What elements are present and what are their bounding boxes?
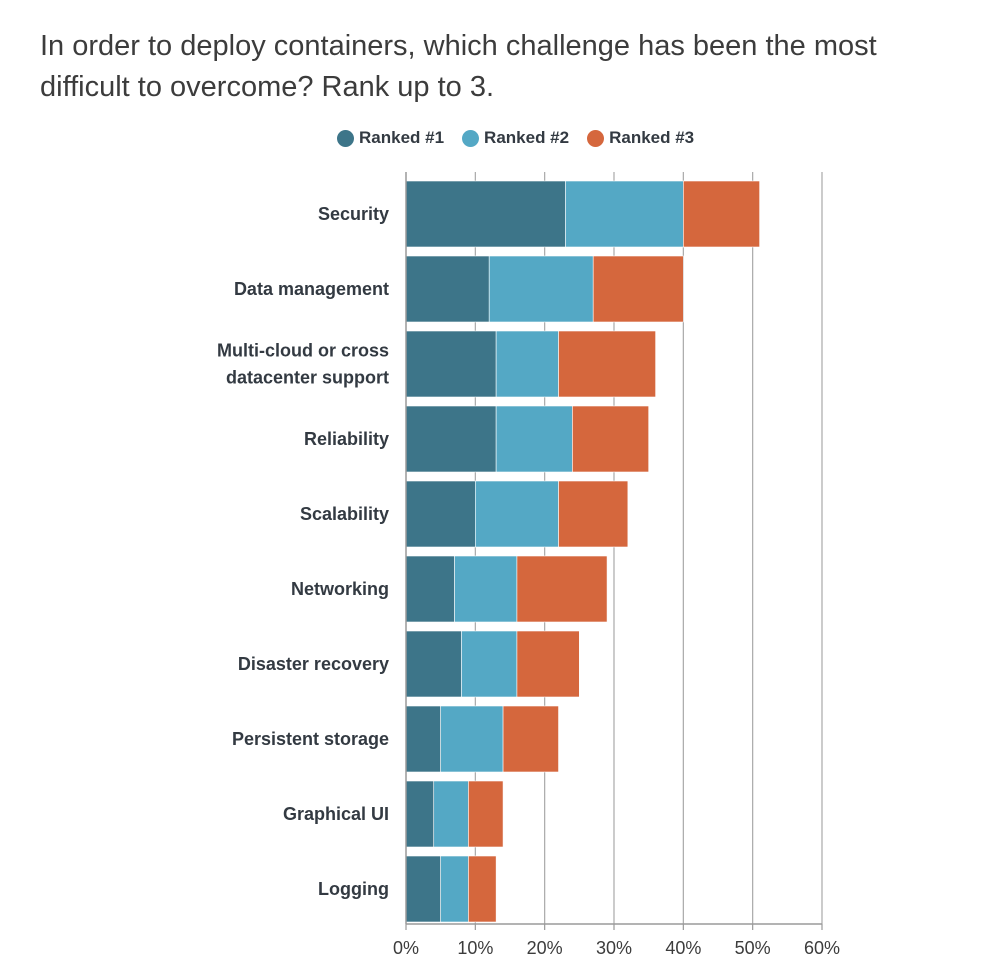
legend-label-ranked-3: Ranked #3 bbox=[609, 128, 695, 147]
category-label: Graphical UI bbox=[283, 804, 389, 824]
category-label: Networking bbox=[291, 579, 389, 599]
bar-segment-ranked-1 bbox=[405, 180, 566, 248]
bar-segment-ranked-2 bbox=[565, 180, 684, 248]
bar-segment-ranked-1 bbox=[405, 480, 476, 548]
legend-item-ranked-1: Ranked #1 bbox=[337, 128, 444, 148]
bar-segment-ranked-3 bbox=[468, 780, 504, 848]
category-label: Scalability bbox=[300, 504, 389, 524]
bar-segment-ranked-2 bbox=[433, 780, 469, 848]
category-label: Persistent storage bbox=[232, 729, 389, 749]
legend-swatch-ranked-3 bbox=[587, 129, 605, 147]
legend-label-ranked-1: Ranked #1 bbox=[359, 128, 445, 147]
category-label: Data management bbox=[234, 279, 389, 299]
x-tick-label: 60% bbox=[804, 938, 840, 958]
legend-item-ranked-2: Ranked #2 bbox=[462, 128, 569, 148]
bar-segment-ranked-2 bbox=[454, 555, 518, 623]
legend-swatch-ranked-1 bbox=[337, 129, 354, 147]
category-label: Multi-cloud or cross datacenter support bbox=[217, 341, 389, 388]
bar-segment-ranked-3 bbox=[502, 705, 559, 773]
category-label: Security bbox=[318, 204, 389, 224]
bar-segment-ranked-3 bbox=[468, 855, 497, 923]
category-label: Logging bbox=[318, 879, 389, 899]
bar-segment-ranked-1 bbox=[405, 405, 497, 473]
x-tick-label: 40% bbox=[665, 938, 701, 958]
bar-segment-ranked-2 bbox=[475, 480, 559, 548]
bar-segment-ranked-2 bbox=[461, 630, 518, 698]
legend-item-ranked-3: Ranked #3 bbox=[587, 128, 694, 148]
bar-segment-ranked-3 bbox=[683, 180, 760, 248]
bar-segment-ranked-3 bbox=[516, 555, 608, 623]
bar-segment-ranked-3 bbox=[592, 255, 684, 323]
legend-swatch-ranked-2 bbox=[462, 129, 480, 147]
bar-segment-ranked-1 bbox=[405, 705, 441, 773]
bar-segment-ranked-3 bbox=[558, 480, 629, 548]
bar-segment-ranked-3 bbox=[516, 630, 580, 698]
chart-legend: Ranked #1 Ranked #2 Ranked #3 bbox=[337, 128, 712, 148]
category-label: Disaster recovery bbox=[238, 654, 389, 674]
bar-segment-ranked-3 bbox=[558, 330, 656, 398]
bar-segment-ranked-1 bbox=[405, 330, 497, 398]
bar-segment-ranked-1 bbox=[405, 255, 490, 323]
bar-segment-ranked-1 bbox=[405, 855, 441, 923]
x-tick-label: 30% bbox=[596, 938, 632, 958]
category-label: Reliability bbox=[304, 429, 389, 449]
chart-title: In order to deploy containers, which cha… bbox=[40, 30, 877, 103]
bar-segment-ranked-2 bbox=[440, 705, 504, 773]
bar-segment-ranked-2 bbox=[495, 405, 573, 473]
bar-segment-ranked-2 bbox=[440, 855, 469, 923]
bar-segment-ranked-2 bbox=[488, 255, 594, 323]
bar-segment-ranked-2 bbox=[495, 330, 559, 398]
x-tick-label: 0% bbox=[393, 938, 419, 958]
bar-segment-ranked-1 bbox=[405, 630, 462, 698]
bar-segment-ranked-1 bbox=[405, 780, 435, 848]
x-tick-label: 10% bbox=[457, 938, 493, 958]
x-tick-label: 20% bbox=[527, 938, 563, 958]
bar-segment-ranked-3 bbox=[572, 405, 649, 473]
legend-label-ranked-2: Ranked #2 bbox=[484, 128, 570, 147]
x-tick-label: 50% bbox=[735, 938, 771, 958]
bar-segment-ranked-1 bbox=[405, 555, 455, 623]
